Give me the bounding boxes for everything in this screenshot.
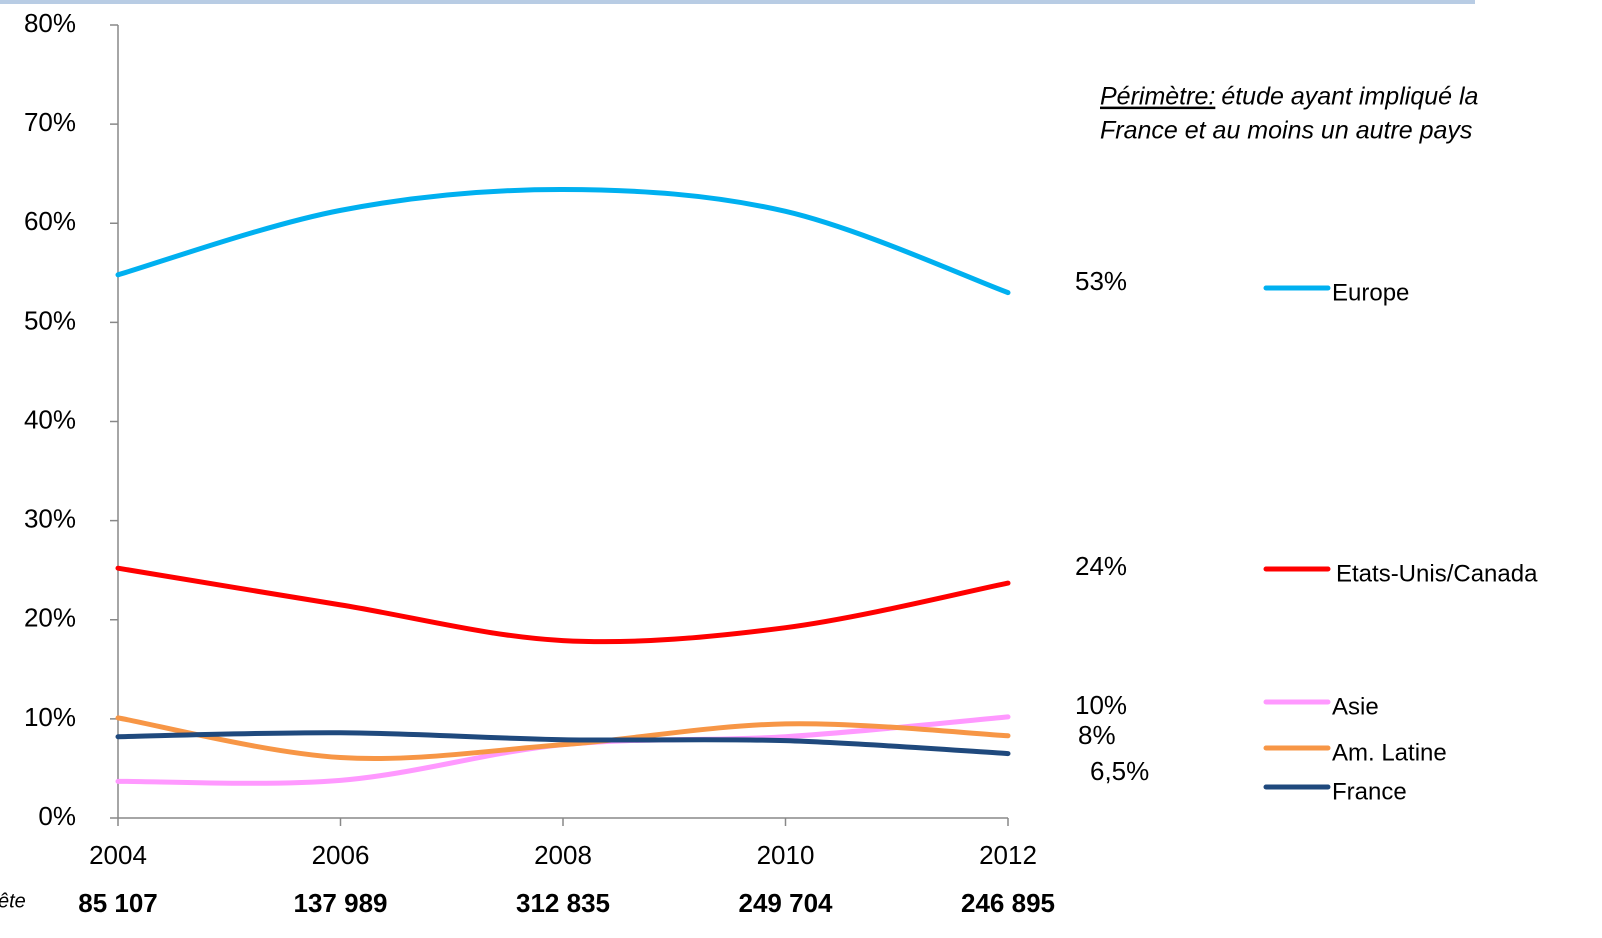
series-line <box>115 565 1011 645</box>
value-label: 10% <box>1075 690 1127 720</box>
x-tick-label: 2012 <box>979 840 1037 870</box>
legend-label: Asie <box>1332 693 1379 720</box>
y-tick-label: 70% <box>24 107 76 137</box>
y-tick-label: 80% <box>24 8 76 38</box>
legend-label: France <box>1332 778 1407 805</box>
footer-value: 137 989 <box>294 888 388 918</box>
x-tick-label: 2010 <box>757 840 815 870</box>
footer-value: 312 835 <box>516 888 610 918</box>
legend-label: Etats-Unis/Canada <box>1336 560 1538 587</box>
footer-value: 246 895 <box>961 888 1055 918</box>
series-line <box>115 730 1011 757</box>
legend-label: Europe <box>1332 279 1409 306</box>
value-label: 53% <box>1075 266 1127 296</box>
annotation-lead: Périmètre: <box>1100 83 1215 111</box>
value-label: 24% <box>1075 551 1127 581</box>
annotation-line: France et au moins un autre pays <box>1100 117 1472 145</box>
y-tick-label: 40% <box>24 404 76 434</box>
y-tick-label: 0% <box>38 801 76 831</box>
series-line <box>115 715 1011 762</box>
legend-label: Am. Latine <box>1332 739 1447 766</box>
y-tick-label: 60% <box>24 206 76 236</box>
footer-value: 85 107 <box>78 888 158 918</box>
x-tick-label: 2008 <box>534 840 592 870</box>
y-tick-label: 20% <box>24 603 76 633</box>
footer-value: 249 704 <box>739 888 834 918</box>
x-tick-label: 2006 <box>312 840 370 870</box>
y-tick-label: 30% <box>24 504 76 534</box>
y-tick-label: 50% <box>24 305 76 335</box>
footer-label: ête <box>0 890 26 912</box>
y-tick-label: 10% <box>24 702 76 732</box>
value-label: 8% <box>1078 720 1116 750</box>
annotation-line: étude ayant impliqué la <box>1221 83 1478 111</box>
value-label: 6,5% <box>1090 756 1149 786</box>
series-line <box>115 187 1011 296</box>
header-edge <box>0 0 1475 4</box>
x-tick-label: 2004 <box>89 840 147 870</box>
